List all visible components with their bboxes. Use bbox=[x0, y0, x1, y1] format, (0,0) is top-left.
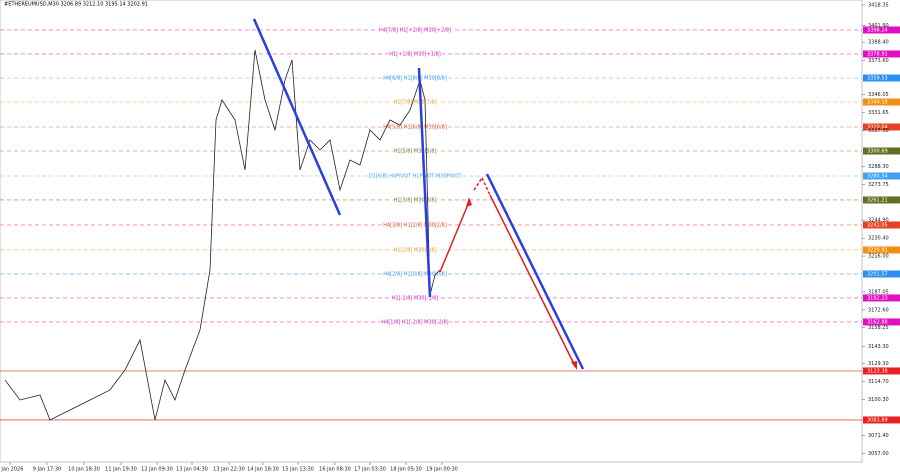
arrow bbox=[481, 177, 491, 196]
y-tick-label: 3331.65 bbox=[868, 110, 889, 116]
x-tick-label: 12 Jan 09:30 bbox=[141, 467, 173, 473]
price-tag bbox=[863, 172, 900, 180]
y-tick-label: 3129.30 bbox=[868, 361, 889, 367]
price-tag bbox=[863, 294, 900, 302]
price-tag bbox=[863, 74, 900, 82]
price-tag bbox=[863, 196, 900, 204]
level-label: H1[5/8] M30[5/8] bbox=[393, 148, 436, 154]
y-tick-label: 3057.00 bbox=[868, 451, 889, 457]
price-tag bbox=[863, 147, 900, 155]
x-tick-label: 13 Jan 22:30 bbox=[213, 467, 245, 473]
price-tag-label: 3378.91 bbox=[867, 51, 888, 57]
price-tag-label: 3162.88 bbox=[867, 319, 888, 325]
price-tag-label: 3340.18 bbox=[867, 100, 888, 106]
price-tag-label: 3220.91 bbox=[867, 247, 888, 253]
level-label: H4[7/8] H1[+2/8] M30[+2/8] bbox=[379, 27, 451, 33]
price-tag-label: 3201.57 bbox=[867, 271, 888, 277]
x-tick-label: 10 Jan 18:30 bbox=[68, 467, 100, 473]
price-tag bbox=[863, 98, 900, 106]
x-tick-label: 9 Jan 17:30 bbox=[33, 467, 61, 473]
level-label: H4[6/8] H1[8/8] M30[8/8] bbox=[383, 75, 447, 81]
price-tag bbox=[863, 367, 900, 375]
chart-title: #ETHEREUMUSD,M30 3206.89 3212.10 3195.14… bbox=[4, 2, 148, 8]
arrow bbox=[473, 177, 483, 191]
x-tick-label: 11 Jan 19:30 bbox=[105, 467, 137, 473]
price-tag-label: 3241.05 bbox=[867, 222, 888, 228]
y-tick-label: 3100.30 bbox=[868, 397, 889, 403]
price-tag bbox=[863, 123, 900, 131]
x-tick-label: 19 Jan 00:30 bbox=[426, 467, 458, 473]
level-label: H4[5/8] H1[6/8] M30[6/8] bbox=[383, 124, 447, 130]
y-tick-label: 3346.05 bbox=[868, 92, 889, 98]
price-tag bbox=[863, 416, 900, 424]
x-tick-label: 15 Jan 13:30 bbox=[282, 467, 314, 473]
y-tick-label: 3114.70 bbox=[868, 379, 889, 385]
price-tag bbox=[863, 221, 900, 229]
level-label: H4[1/8] H1[-2/8] M30[-2/8] bbox=[381, 319, 448, 325]
x-tick-label: 14 Jan 18:30 bbox=[247, 467, 279, 473]
arrow-head bbox=[571, 361, 577, 370]
price-tag-label: 3083.89 bbox=[867, 417, 888, 423]
y-tick-label: 3158.25 bbox=[868, 325, 889, 331]
arrow bbox=[489, 194, 576, 367]
level-label: H1[7/8] M30[7/8] bbox=[393, 100, 436, 106]
y-tick-label: 3373.60 bbox=[868, 58, 889, 64]
y-tick-label: 3230.40 bbox=[868, 236, 889, 242]
x-tick-label: 13 Jan 04:30 bbox=[176, 467, 208, 473]
price-tag-label: 3261.21 bbox=[867, 197, 888, 203]
price-tag bbox=[863, 26, 900, 34]
arrow-head bbox=[466, 197, 472, 207]
plot-area bbox=[0, 0, 863, 463]
price-tag-label: 3280.54 bbox=[867, 173, 888, 179]
price-tag-label: 3123.38 bbox=[867, 368, 888, 374]
x-tick-label: 8 Jan 2026 bbox=[0, 467, 23, 473]
level-label: H1[-1/8] M30[-1/8] bbox=[392, 295, 439, 301]
y-tick-label: 3187.05 bbox=[868, 289, 889, 295]
y-tick-label: 3388.40 bbox=[868, 40, 889, 46]
trend-line bbox=[252, 18, 342, 216]
level-label: H4[3/8] H1[2/8] M30[2/8] bbox=[383, 222, 447, 228]
trend-line bbox=[485, 173, 585, 370]
price-tag-label: 3320.04 bbox=[867, 124, 888, 130]
price-tag bbox=[863, 50, 900, 58]
level-label: H1[1/8] M30[1/8] bbox=[393, 247, 436, 253]
arrow bbox=[439, 201, 470, 273]
y-tick-label: 3143.30 bbox=[868, 344, 889, 350]
price-tag bbox=[863, 270, 900, 278]
y-tick-label: 3401.90 bbox=[868, 23, 889, 29]
y-tick-label: 3418.35 bbox=[868, 3, 889, 9]
price-tag-label: 3398.24 bbox=[867, 27, 888, 33]
level-label: D1[6/8] H4PIVOT H1PIVOT M30PIVOT bbox=[369, 173, 463, 179]
x-tick-label: 18 Jan 05:30 bbox=[390, 467, 422, 473]
x-tick-label: 16 Jan 08:30 bbox=[319, 467, 351, 473]
y-tick-label: 3288.30 bbox=[868, 164, 889, 170]
y-tick-label: 3172.60 bbox=[868, 307, 889, 313]
trend-line bbox=[417, 67, 432, 298]
price-tag-label: 3359.53 bbox=[867, 75, 888, 81]
price-tag-label: 3182.23 bbox=[867, 295, 888, 301]
y-tick-label: 3216.00 bbox=[868, 254, 889, 260]
price-tag-label: 3300.69 bbox=[867, 148, 888, 154]
level-label: H1[+1/8] M30[+1/8] bbox=[389, 51, 441, 57]
y-tick-label: 3071.40 bbox=[868, 433, 889, 439]
x-tick-label: 17 Jan 03:30 bbox=[354, 467, 386, 473]
price-tag bbox=[863, 318, 900, 326]
level-label: H4[2/8] H1[0/8] M30[0/8] bbox=[383, 271, 447, 277]
price-line bbox=[4, 49, 441, 421]
y-tick-label: 3273.75 bbox=[868, 182, 889, 188]
level-label: H1[3/8] M30[3/8] bbox=[393, 197, 436, 203]
price-tag bbox=[863, 246, 900, 254]
y-tick-label: 3317.30 bbox=[868, 128, 889, 134]
y-tick-label: 3244.90 bbox=[868, 218, 889, 224]
